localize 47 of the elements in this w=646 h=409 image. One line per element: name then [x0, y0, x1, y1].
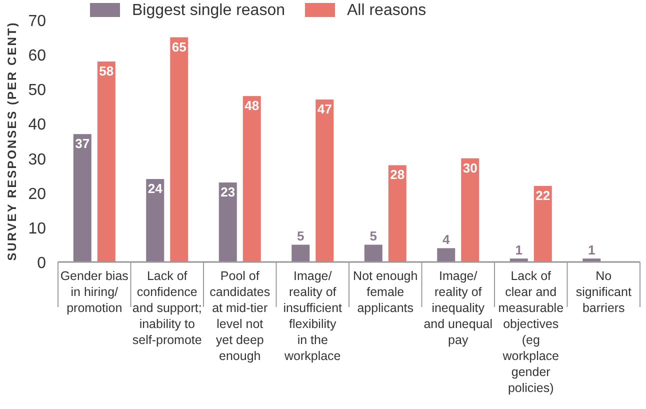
bar [388, 165, 406, 262]
bar [242, 96, 261, 262]
y-tick-label: 70 [28, 13, 46, 30]
y-tick-label: 20 [28, 186, 46, 203]
bar [461, 158, 480, 262]
legend-label: All reasons [347, 2, 426, 19]
data-label: 23 [220, 184, 236, 200]
x-tick-label: Not enough female applicants [353, 269, 418, 315]
data-label: 5 [297, 228, 304, 244]
x-tick-label: Lack of clear and measurable objectives (eg workplace gender policies) [498, 269, 564, 395]
legend-label: Biggest single reason [132, 2, 285, 19]
data-label: 65 [172, 39, 186, 54]
x-tick-label: Image/ reality of insufficient flexibility in the workplace [283, 269, 343, 363]
bar [534, 186, 552, 262]
bar [97, 61, 116, 262]
data-label: 30 [462, 160, 478, 176]
bar [292, 244, 310, 262]
data-label: 48 [244, 98, 260, 114]
data-label: 58 [99, 63, 114, 78]
x-tick-label: Lack of confidence and support; inability to self-promote [132, 269, 202, 347]
y-tick-label: 0 [37, 255, 46, 272]
bar [218, 182, 237, 262]
data-label: 1 [588, 242, 596, 258]
data-label: 5 [370, 228, 377, 244]
data-label: 28 [390, 167, 405, 182]
data-label: 1 [515, 242, 522, 258]
y-tick-label: 60 [28, 48, 46, 65]
data-label: 22 [536, 188, 550, 203]
data-label: 24 [148, 181, 164, 196]
x-tick-label: No significant barriers [576, 269, 632, 315]
bar [437, 248, 456, 262]
y-tick-label: 40 [28, 116, 46, 134]
bar [73, 134, 92, 262]
bar [146, 179, 164, 262]
bar [364, 244, 382, 262]
y-tick-label: 50 [28, 82, 46, 100]
bar [316, 100, 334, 262]
x-tick-label: Gender bias in hiring/ promotion [60, 269, 128, 315]
data-label: 47 [317, 102, 332, 117]
y-tick-label: 10 [28, 220, 46, 238]
bar [170, 37, 188, 262]
y-axis-title: SURVEY RESPONSES (PER CENT) [5, 21, 19, 261]
y-tick-label: 30 [28, 151, 46, 168]
data-label: 4 [442, 232, 451, 248]
x-tick-label: Image/ reality of inequality and unequal pay [424, 269, 493, 347]
x-tick-label: Pool of candidates at mid-tier level not yet deep enough [210, 269, 270, 363]
data-label: 37 [75, 136, 90, 152]
